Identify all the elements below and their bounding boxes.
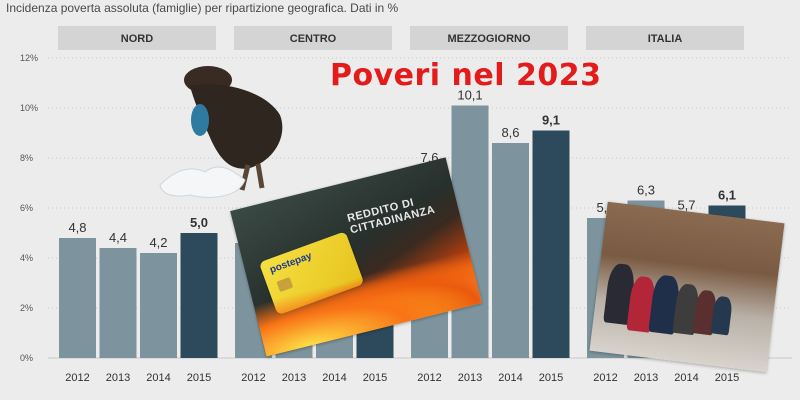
x-tick-label: 2013	[106, 372, 130, 384]
x-tick-label: 2013	[282, 372, 306, 384]
bar	[180, 233, 218, 358]
group-header	[58, 26, 216, 50]
group-header	[410, 26, 568, 50]
bar	[140, 253, 177, 358]
x-tick-label: 2013	[634, 372, 658, 384]
group-header-label: ITALIA	[648, 33, 683, 45]
x-tick-label: 2013	[458, 372, 482, 384]
x-tick-label: 2012	[241, 372, 265, 384]
card-chip-icon	[276, 276, 294, 293]
data-label: 5,0	[190, 215, 208, 230]
x-tick-label: 2015	[539, 372, 563, 384]
x-tick-label: 2012	[417, 372, 441, 384]
x-tick-label: 2012	[65, 372, 89, 384]
y-tick-label: 6%	[20, 203, 33, 213]
data-label: 10,1	[457, 88, 482, 103]
food-queue-photo	[589, 201, 785, 373]
x-tick-label: 2014	[146, 372, 170, 384]
x-tick-label: 2012	[593, 372, 617, 384]
group-header	[586, 26, 744, 50]
data-label: 5,7	[677, 198, 695, 213]
data-label: 6,3	[637, 183, 655, 198]
y-tick-label: 2%	[20, 303, 33, 313]
group-header-label: NORD	[121, 33, 153, 45]
data-label: 4,8	[68, 220, 86, 235]
x-tick-label: 2014	[498, 372, 522, 384]
group-header-label: MEZZOGIORNO	[447, 33, 531, 45]
data-label: 6,1	[718, 188, 736, 203]
data-label: 4,2	[149, 235, 167, 250]
x-tick-label: 2015	[715, 372, 739, 384]
chart-title: Incidenza poverta assoluta (famiglie) pe…	[6, 1, 399, 15]
y-tick-label: 0%	[20, 353, 33, 363]
data-label: 9,1	[542, 113, 560, 128]
y-tick-label: 10%	[20, 103, 38, 113]
bar	[99, 248, 137, 358]
group-header	[234, 26, 392, 50]
data-label: 8,6	[501, 125, 519, 140]
elderly-woman-photo	[150, 60, 290, 210]
postepay-logo: postepay	[268, 250, 314, 276]
y-tick-label: 12%	[20, 53, 38, 63]
data-label: 4,4	[109, 230, 127, 245]
group-header-label: CENTRO	[290, 33, 337, 45]
headline: Poveri nel 2023	[330, 58, 602, 93]
x-tick-label: 2014	[322, 372, 346, 384]
elderly-woman-icon	[159, 66, 283, 198]
bar	[59, 238, 96, 358]
bar	[532, 130, 570, 358]
bar	[492, 143, 529, 358]
y-tick-label: 8%	[20, 153, 33, 163]
x-tick-label: 2014	[674, 372, 698, 384]
x-tick-label: 2015	[363, 372, 387, 384]
y-tick-label: 4%	[20, 253, 33, 263]
x-tick-label: 2015	[187, 372, 211, 384]
card-text: REDDITO DI CITTADINANZA	[346, 196, 437, 237]
